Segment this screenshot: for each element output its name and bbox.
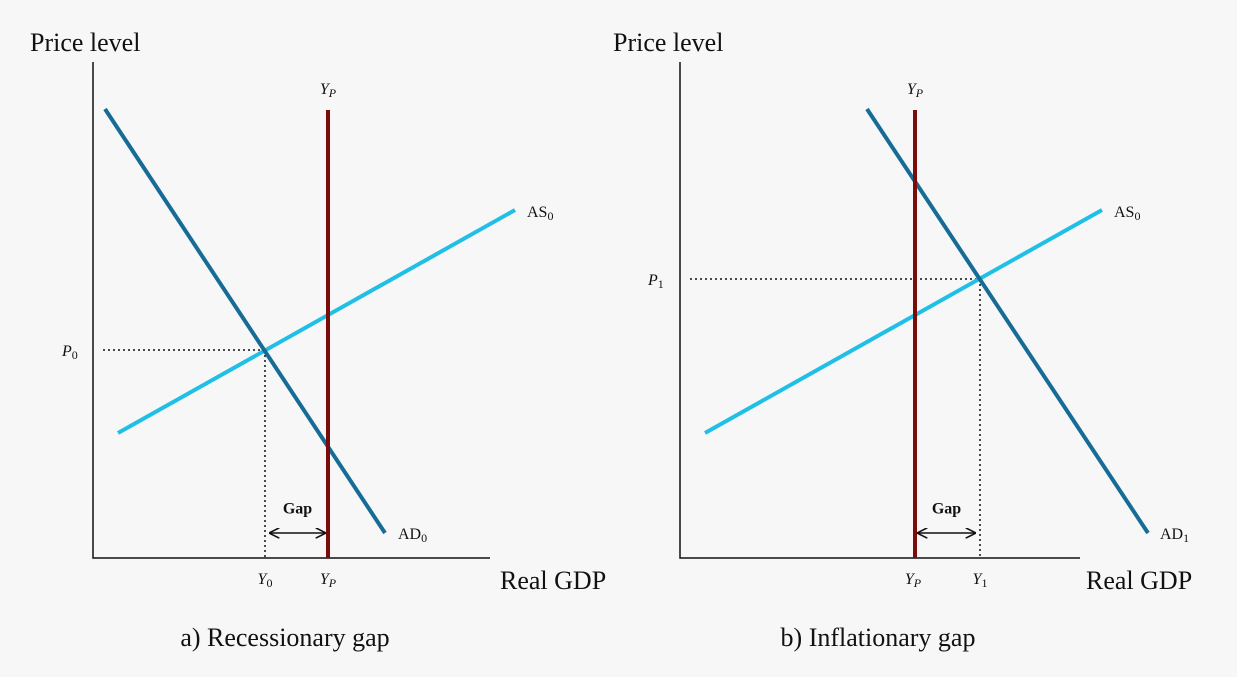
label-base: P: [647, 272, 658, 289]
x-axis-label: Real GDP: [1086, 566, 1192, 595]
curve-label: P1: [647, 272, 664, 291]
as-curve: [704, 208, 1103, 435]
curve-label: YP: [320, 81, 337, 100]
gap-label: Gap: [283, 501, 312, 518]
curve-label: YP: [320, 571, 337, 590]
curve-label: AS0: [527, 204, 553, 223]
label-sub: 0: [266, 576, 272, 590]
label-base: Y: [258, 571, 269, 588]
label-base: AS: [1114, 204, 1134, 221]
label-base: Y: [320, 571, 331, 588]
curve-label: YP: [907, 81, 924, 100]
label-sub: 0: [547, 209, 553, 223]
curve-label: AD1: [1160, 526, 1189, 545]
label-base: AD: [1160, 526, 1183, 543]
label-sub: P: [915, 86, 924, 100]
label-sub: P: [328, 576, 337, 590]
gap-label: Gap: [932, 501, 961, 518]
curve-label: Y0: [258, 571, 273, 590]
curve-label: Y1: [973, 571, 988, 590]
label-sub: 1: [658, 277, 664, 291]
curve-label: P0: [61, 343, 78, 362]
ad-curve: [103, 107, 387, 535]
curve-label: YP: [905, 571, 922, 590]
label-base: Y: [320, 81, 331, 98]
label-sub: 0: [421, 531, 427, 545]
axes: [679, 62, 1080, 559]
caption: a) Recessionary gap: [180, 623, 389, 652]
curve-label: AD0: [398, 526, 427, 545]
label-base: AS: [527, 204, 547, 221]
caption: b) Inflationary gap: [781, 623, 976, 652]
label-base: P: [61, 343, 72, 360]
label-sub: P: [913, 576, 922, 590]
label-sub: 1: [981, 576, 987, 590]
label-sub: 0: [1134, 209, 1140, 223]
label-sub: P: [328, 86, 337, 100]
x-axis-label: Real GDP: [500, 566, 606, 595]
label-base: Y: [907, 81, 918, 98]
label-sub: 1: [1183, 531, 1189, 545]
label-base: Y: [973, 571, 984, 588]
y-axis-label: Price level: [613, 28, 723, 57]
y-axis-label: Price level: [30, 28, 140, 57]
curve-label: AS0: [1114, 204, 1140, 223]
as-curve: [117, 208, 516, 435]
label-base: AD: [398, 526, 421, 543]
label-sub: 0: [72, 348, 78, 362]
axes: [92, 62, 490, 559]
label-base: Y: [905, 571, 916, 588]
